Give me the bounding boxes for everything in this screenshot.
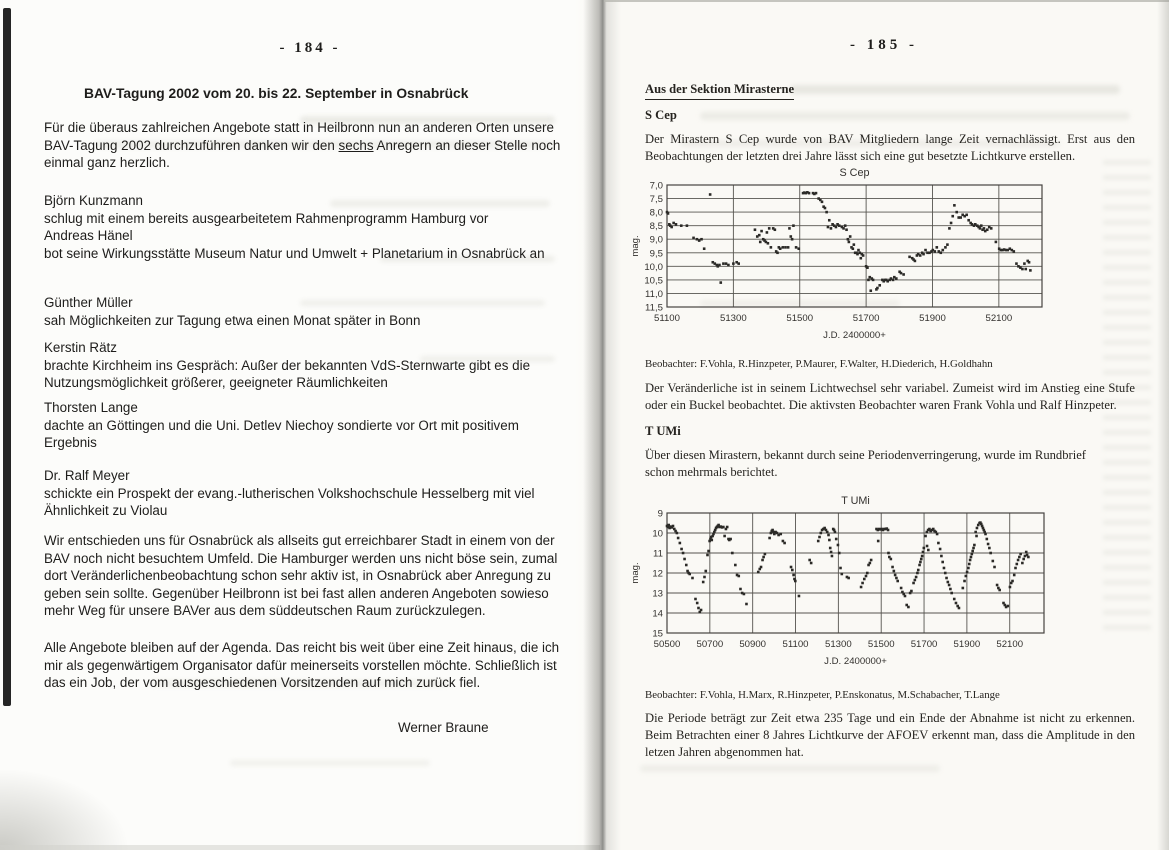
proposer-name: Björn Kunzmann [44,193,143,208]
scan-top-edge [604,0,1169,2]
proposal-entry: Björn Kunzmann schlug mit einem bereits … [44,192,561,227]
t-umi-observers: Beobachter: F.Vohla, H.Marx, R.Hinzpeter… [645,689,1000,701]
proposal-text: schickte ein Prospekt der evang.-lutheri… [44,485,535,519]
svg-text:51500: 51500 [786,313,813,324]
svg-text:J.D. 2400000+: J.D. 2400000+ [823,330,886,341]
svg-text:50700: 50700 [696,639,723,650]
svg-text:8,5: 8,5 [650,221,663,232]
meeting-title: BAV-Tagung 2002 vom 20. bis 22. Septembe… [84,86,469,101]
svg-text:50900: 50900 [739,639,766,650]
svg-text:51500: 51500 [868,639,895,650]
page-number-185: - 185 - [850,37,918,53]
svg-text:51300: 51300 [720,313,747,324]
proposal-text: schlug mit einem bereits ausgearbeitetem… [44,210,489,226]
svg-text:51100: 51100 [654,313,680,324]
svg-text:51100: 51100 [783,639,809,650]
svg-text:50500: 50500 [654,639,681,650]
svg-text:51900: 51900 [919,313,946,324]
bleedthrough-smudge [790,85,1120,94]
svg-text:J.D. 2400000+: J.D. 2400000+ [824,656,887,667]
s-cep-heading: S Cep [645,108,677,122]
bleedthrough-smudge [680,140,1060,147]
svg-text:S Cep: S Cep [839,167,869,179]
intro-paragraph: Für die überaus zahlreichen Angebote sta… [44,119,561,172]
section-title: Aus der Sektion Mirasterne [645,81,795,100]
bleedthrough-smudge [700,112,1130,120]
svg-text:9: 9 [658,509,663,520]
svg-text:14: 14 [652,609,663,620]
svg-text:15: 15 [652,629,663,640]
svg-text:7,0: 7,0 [650,181,663,192]
svg-text:7,5: 7,5 [650,194,663,205]
proposal-text: sah Möglichkeiten zur Tagung etwa einen … [44,312,421,328]
svg-text:11,5: 11,5 [645,303,663,314]
agenda-paragraph: Alle Angebote bleiben auf der Agenda. Da… [44,640,560,690]
s-cep-discussion: Der Veränderliche ist in seinem Lichtwec… [645,381,1135,412]
proposer-name: Andreas Hänel [44,228,133,243]
signature: Werner Braune [398,720,489,735]
t-umi-discussion: Die Periode beträgt zur Zeit etwa 235 Ta… [645,711,1135,759]
bleedthrough-smudge [230,760,430,766]
proposal-entry: Günther Müller sah Möglichkeiten zur Tag… [44,294,561,329]
svg-text:9,0: 9,0 [650,235,663,246]
bleedthrough-smudge [380,256,555,262]
proposal-text: bot seine Wirkungsstätte Museum Natur un… [44,245,545,261]
proposer-name: Dr. Ralf Meyer [44,468,130,483]
proposal-text: brachte Kirchheim ins Gespräch: Außer de… [44,357,531,391]
intro-pre: Für die überaus zahlreichen Angebote sta… [44,120,554,153]
proposal-entry: Dr. Ralf Meyer schickte ein Prospekt der… [44,467,561,520]
svg-text:51700: 51700 [853,313,880,324]
scan-right-edge [1157,0,1169,850]
page-184: - 184 - BAV-Tagung 2002 vom 20. bis 22. … [14,0,586,850]
proposal-entry: Andreas Hänel bot seine Wirkungsstätte M… [44,227,561,262]
t-umi-heading: T UMi [645,424,681,438]
s-cep-intro: Der Mirastern S Cep wurde von BAV Mitgli… [645,132,1135,163]
proposal-entry: Kerstin Rätz brachte Kirchheim ins Gespr… [44,339,561,392]
svg-text:12: 12 [652,569,663,580]
intro-underlined-word: sechs [338,137,374,153]
svg-text:52100: 52100 [986,313,1013,324]
bleedthrough-smudge [95,141,555,148]
scan-edge-strip [3,8,11,706]
svg-text:51900: 51900 [954,639,981,650]
svg-text:10,0: 10,0 [644,262,663,273]
svg-text:mag.: mag. [630,562,641,583]
bleedthrough-smudge-column [1103,160,1151,640]
proposer-name: Kerstin Rätz [44,340,117,355]
s-cep-observers: Beobachter: F.Vohla, R.Hinzpeter, P.Maur… [645,358,993,370]
scan-bottom-edge [0,845,600,850]
bleedthrough-smudge [420,356,555,362]
svg-text:11: 11 [653,549,663,560]
scan-corner-shadow [0,768,130,850]
intro-post: Anregern an dieser Stelle noch einmal ga… [44,137,561,171]
proposer-name: Günther Müller [44,295,133,310]
page-185: - 185 - Aus der Sektion Mirasterne S Cep… [604,0,1169,850]
page-number-184: - 184 - [279,40,341,56]
svg-text:mag.: mag. [630,235,641,256]
page-fold-shadow [583,0,621,850]
svg-text:11,0: 11,0 [645,289,663,300]
bleedthrough-smudge [300,300,545,306]
svg-text:10: 10 [652,529,663,540]
bleedthrough-smudge [640,765,940,772]
decision-paragraph: Wir entschieden uns für Osnabrück als al… [44,533,558,618]
svg-text:9,5: 9,5 [650,248,663,259]
svg-text:13: 13 [652,589,663,600]
proposal-text: dachte an Göttingen und die Uni. Detlev … [44,417,519,451]
bleedthrough-smudge [300,116,555,124]
t-umi-intro: Über diesen Mirastern, bekannt durch sei… [645,448,1086,479]
svg-text:10,5: 10,5 [644,275,663,286]
svg-text:51300: 51300 [825,639,852,650]
svg-text:52100: 52100 [996,639,1023,650]
proposer-name: Thorsten Lange [44,400,138,415]
bleedthrough-smudge [150,680,450,687]
svg-text:51700: 51700 [911,639,938,650]
svg-text:8,0: 8,0 [650,208,663,219]
svg-text:T UMi: T UMi [841,495,870,507]
bleedthrough-smudge [330,200,550,207]
proposal-entry: Thorsten Lange dachte an Göttingen und d… [44,399,561,452]
